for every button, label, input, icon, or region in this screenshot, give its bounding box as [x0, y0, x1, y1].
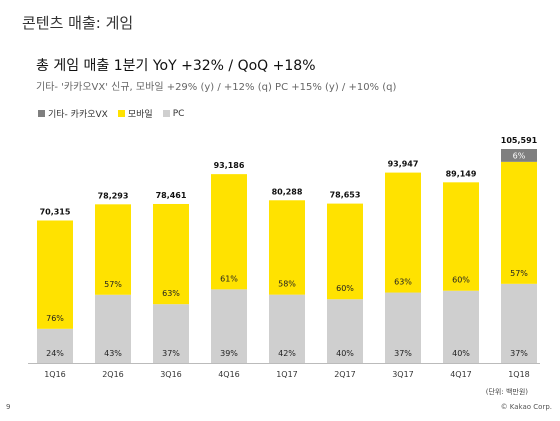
page-title: 콘텐츠 매출: 게임 — [22, 14, 134, 32]
legend-swatch-mobile — [117, 110, 125, 117]
bar-pc-2Q16 — [95, 294, 131, 363]
data-label-mobile-2Q16: 57% — [104, 280, 122, 289]
bar-pc-1Q17 — [269, 294, 305, 363]
bar-mobile-3Q17 — [385, 172, 421, 293]
data-label-mobile-1Q17: 58% — [278, 280, 296, 289]
x-tick-label-4Q17: 4Q17 — [450, 370, 472, 379]
x-tick-label-2Q17: 2Q17 — [334, 370, 356, 379]
legend-label-pc: PC — [172, 108, 185, 119]
data-label-mobile-3Q16: 63% — [162, 289, 180, 298]
data-label-mobile-4Q16: 61% — [220, 274, 238, 283]
bar-mobile-2Q16 — [95, 204, 131, 295]
x-tick-label-3Q17: 3Q17 — [392, 370, 414, 379]
legend-item-other: 기타- 카카오VX — [38, 107, 108, 120]
data-label-pc-4Q16: 39% — [220, 349, 238, 358]
bar-pc-4Q16 — [211, 289, 247, 363]
bar-mobile-4Q17 — [443, 182, 479, 291]
x-tick-label-1Q16: 1Q16 — [44, 370, 66, 379]
legend-item-pc: PC — [162, 108, 185, 119]
x-tick-label-3Q16: 3Q16 — [160, 370, 182, 379]
subheadline: 기타- '카카오VX' 신규, 모바일 +29% (y) / +12% (q) … — [36, 82, 397, 93]
total-label-3Q16: 78,461 — [156, 191, 187, 200]
bar-mobile-1Q18 — [501, 161, 537, 284]
data-label-mobile-2Q17: 60% — [336, 284, 354, 293]
page-number: 9 — [6, 403, 11, 411]
total-label-1Q18: 105,591 — [501, 136, 538, 145]
bar-mobile-3Q16 — [153, 203, 189, 305]
unit-note: (단위: 백만원) — [485, 388, 528, 396]
legend-swatch-pc — [162, 110, 170, 117]
bar-pc-2Q17 — [327, 299, 363, 363]
x-tick-label-4Q16: 4Q16 — [218, 370, 240, 379]
bar-mobile-1Q16 — [37, 220, 73, 329]
bar-pc-3Q16 — [153, 304, 189, 363]
data-label-mobile-3Q17: 63% — [394, 278, 412, 287]
bar-pc-4Q17 — [443, 290, 479, 363]
x-tick-label-1Q17: 1Q17 — [276, 370, 298, 379]
headline: 총 게임 매출 1분기 YoY +32% / QoQ +18% — [36, 58, 316, 74]
data-label-mobile-1Q18: 57% — [510, 269, 528, 278]
bar-mobile-1Q17 — [269, 200, 305, 295]
total-label-4Q16: 93,186 — [214, 161, 245, 170]
total-label-1Q17: 80,288 — [272, 187, 303, 196]
chart-legend: 기타- 카카오VX 모바일 PC — [38, 107, 184, 120]
legend-label-mobile: 모바일 — [127, 110, 153, 120]
x-tick-label-2Q16: 2Q16 — [102, 370, 124, 379]
total-label-3Q17: 93,947 — [388, 160, 419, 169]
data-label-other-1Q18: 6% — [513, 151, 526, 160]
bar-pc-3Q17 — [385, 292, 421, 363]
total-label-4Q17: 89,149 — [446, 169, 477, 178]
bar-pc-1Q18 — [501, 283, 537, 363]
legend-swatch-other — [38, 110, 45, 117]
bar-pc-1Q16 — [37, 328, 73, 363]
data-label-pc-3Q16: 37% — [162, 349, 180, 358]
data-label-pc-2Q16: 43% — [104, 349, 122, 358]
data-label-mobile-1Q16: 76% — [46, 314, 64, 323]
legend-item-mobile: 모바일 — [117, 107, 153, 120]
copyright: © Kakao Corp. — [500, 403, 552, 411]
total-label-2Q17: 78,653 — [330, 191, 361, 200]
legend-label-other: 기타- 카카오VX — [48, 110, 108, 120]
data-label-mobile-4Q17: 60% — [452, 276, 470, 285]
data-label-pc-1Q16: 24% — [46, 349, 64, 358]
data-label-pc-1Q18: 37% — [510, 349, 528, 358]
data-label-pc-4Q17: 40% — [452, 349, 470, 358]
data-label-pc-1Q17: 42% — [278, 349, 296, 358]
data-label-pc-3Q17: 37% — [394, 349, 412, 358]
bar-mobile-2Q17 — [327, 203, 363, 300]
data-label-pc-2Q17: 40% — [336, 349, 354, 358]
bar-mobile-4Q16 — [211, 174, 247, 290]
total-label-1Q16: 70,315 — [40, 207, 71, 216]
total-label-2Q16: 78,293 — [98, 191, 129, 200]
x-tick-label-1Q18: 1Q18 — [508, 370, 530, 379]
bar-other-1Q18 — [501, 149, 537, 162]
